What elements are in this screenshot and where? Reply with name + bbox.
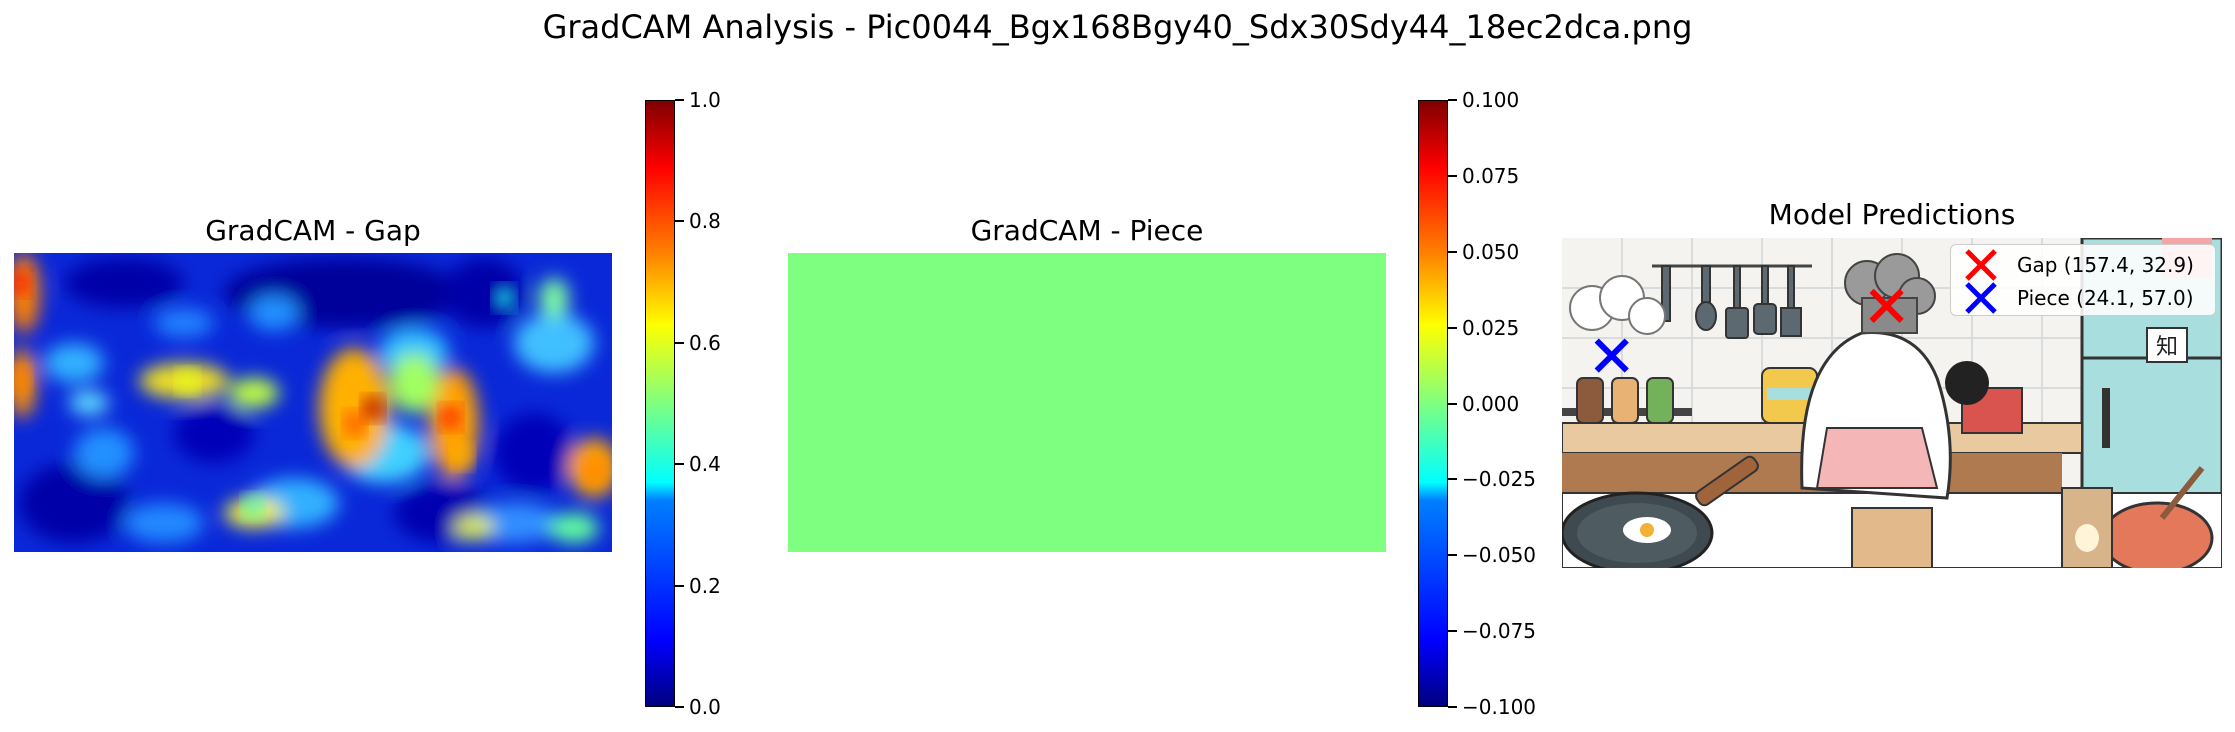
- colorbar-tick-label: 0.4: [689, 452, 721, 477]
- gap-heat-hotspot: [362, 396, 383, 421]
- colorbar-tick: [1448, 250, 1457, 253]
- piece-colorbar-ticks: −0.100 −0.075 −0.050 −0.025 0.000 0.025 0.050 0…: [1448, 89, 1548, 718]
- colorbar-tick-label: 0.025: [1462, 315, 1520, 340]
- gap-heat-hotspot: [177, 369, 198, 394]
- colorbar-tick-label: 0.2: [689, 573, 721, 598]
- gap-heat-hotspot: [440, 405, 461, 430]
- colorbar-tick: [1448, 630, 1457, 633]
- piece-prediction-marker: [1594, 338, 1629, 373]
- gap-heat-hotspot: [14, 270, 30, 295]
- gap-heat-hotspot: [452, 444, 473, 469]
- gap-heatmap-canvas: [14, 253, 612, 552]
- gap-legend-label: Gap (157.4, 32.9): [2017, 253, 2194, 277]
- gap-heat-hotspot: [494, 285, 515, 310]
- colorbar-tick: [675, 341, 684, 344]
- gap-heatmap: [14, 253, 612, 552]
- gap-panel-title: GradCAM - Gap: [205, 214, 421, 247]
- predictions-legend: Gap (157.4, 32.9) Piece (24.1, 57.0): [1950, 244, 2216, 316]
- colorbar-tick-label: 0.6: [689, 330, 721, 355]
- piece-legend-label: Piece (24.1, 57.0): [2017, 286, 2194, 310]
- gap-legend-marker: [1963, 249, 1999, 281]
- gap-heat-hotspot: [243, 495, 264, 520]
- svg-text:知: 知: [2156, 335, 2178, 360]
- colorbar-tick-label: −0.025: [1462, 467, 1537, 492]
- colorbar-tick-label: −0.050: [1462, 543, 1537, 568]
- prediction-markers: [1594, 288, 1904, 373]
- gap-heat-hotspot: [344, 411, 365, 436]
- colorbar-tick: [675, 706, 684, 708]
- colorbar-tick-label: −0.100: [1462, 695, 1537, 719]
- colorbar-tick: [675, 220, 684, 223]
- colorbar-tick: [1448, 554, 1457, 557]
- gap-colorbar-ticks: 0.0 0.2 0.4 0.6 0.8 1.0: [675, 89, 755, 718]
- colorbar-tick: [1448, 478, 1457, 481]
- colorbar-tick: [675, 463, 684, 466]
- colorbar-tick-label: 0.050: [1462, 239, 1520, 264]
- gap-heat-hotspot: [584, 459, 605, 484]
- colorbar-tick-label: 0.8: [689, 209, 721, 234]
- gap-prediction-marker: [1869, 288, 1904, 323]
- colorbar-tick: [675, 584, 684, 587]
- colorbar-tick-label: 0.0: [689, 695, 721, 719]
- piece-heatmap: [788, 253, 1386, 552]
- colorbar-tick-label: 1.0: [689, 88, 721, 112]
- colorbar-tick-label: 0.100: [1462, 88, 1520, 112]
- piece-colorbar: [1418, 100, 1448, 707]
- colorbar-tick: [1448, 174, 1457, 177]
- colorbar-tick: [1448, 402, 1457, 405]
- colorbar-tick-label: 0.075: [1462, 163, 1520, 188]
- gap-colorbar: [645, 100, 675, 707]
- gap-heat-hotspot: [14, 366, 30, 391]
- colorbar-tick: [675, 99, 684, 101]
- piece-panel-title: GradCAM - Piece: [970, 214, 1204, 247]
- figure-title: GradCAM Analysis - Pic0044_Bgx168Bgy40_S…: [542, 8, 1693, 46]
- predictions-panel-title: Model Predictions: [1768, 198, 2016, 231]
- colorbar-tick: [1448, 99, 1457, 101]
- gap-hotspots: [14, 270, 605, 520]
- colorbar-tick-label: −0.075: [1462, 619, 1537, 644]
- colorbar-tick: [1448, 326, 1457, 329]
- colorbar-tick-label: 0.000: [1462, 391, 1520, 416]
- colorbar-tick: [1448, 706, 1457, 708]
- piece-legend-marker: [1963, 282, 1999, 314]
